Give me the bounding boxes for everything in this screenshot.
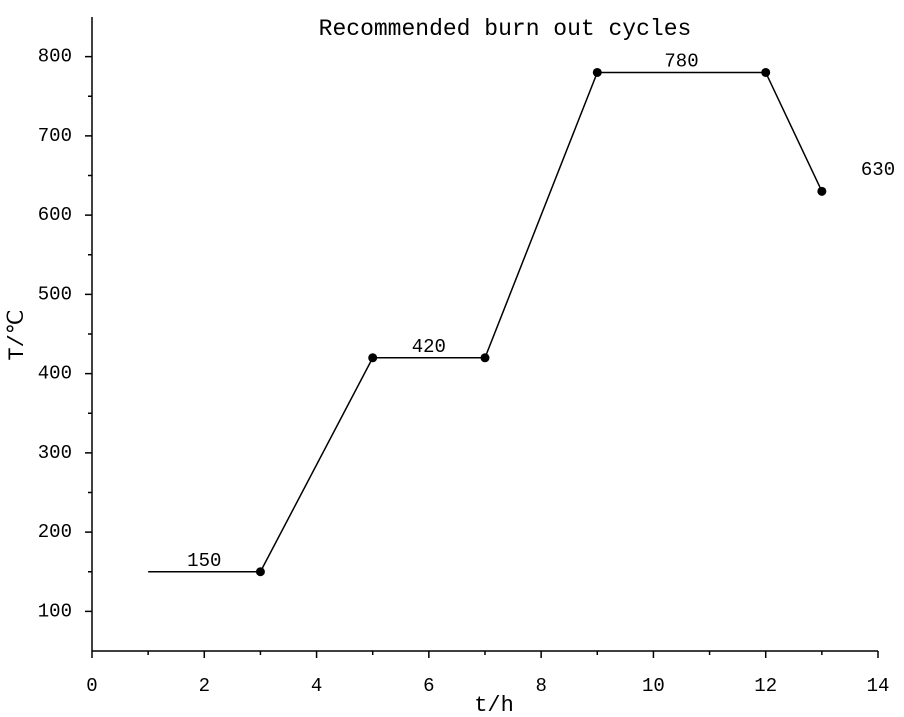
chart-title: Recommended burn out cycles bbox=[319, 16, 692, 42]
x-tick-label: 10 bbox=[642, 675, 665, 697]
x-axis-label: t/h bbox=[474, 693, 514, 717]
annotation: 150 bbox=[187, 550, 221, 572]
y-tick-label: 700 bbox=[38, 125, 72, 147]
x-tick-label: 2 bbox=[199, 675, 210, 697]
y-tick-label: 200 bbox=[38, 521, 72, 543]
x-tick-label: 4 bbox=[311, 675, 322, 697]
y-tick-label: 500 bbox=[38, 283, 72, 305]
point bbox=[255, 567, 265, 577]
y-tick-label: 100 bbox=[38, 600, 72, 622]
annotation: 630 bbox=[861, 159, 895, 181]
annotation: 780 bbox=[664, 50, 698, 72]
x-tick-label: 12 bbox=[754, 675, 777, 697]
y-tick-label: 600 bbox=[38, 204, 72, 226]
point bbox=[368, 353, 378, 363]
x-tick-label: 6 bbox=[423, 675, 434, 697]
point bbox=[817, 186, 827, 196]
x-tick-label: 0 bbox=[86, 675, 97, 697]
line bbox=[148, 71, 823, 573]
y-tick-label: 300 bbox=[38, 442, 72, 464]
y-tick-label: 400 bbox=[38, 363, 72, 385]
point bbox=[761, 67, 771, 77]
point bbox=[480, 353, 490, 363]
y-tick-label: 800 bbox=[38, 46, 72, 68]
annotation: 420 bbox=[412, 336, 446, 358]
x-tick-label: 8 bbox=[535, 675, 546, 697]
point bbox=[592, 67, 602, 77]
x-tick-label: 14 bbox=[867, 675, 890, 697]
y-axis-label: T/℃ bbox=[5, 309, 30, 360]
